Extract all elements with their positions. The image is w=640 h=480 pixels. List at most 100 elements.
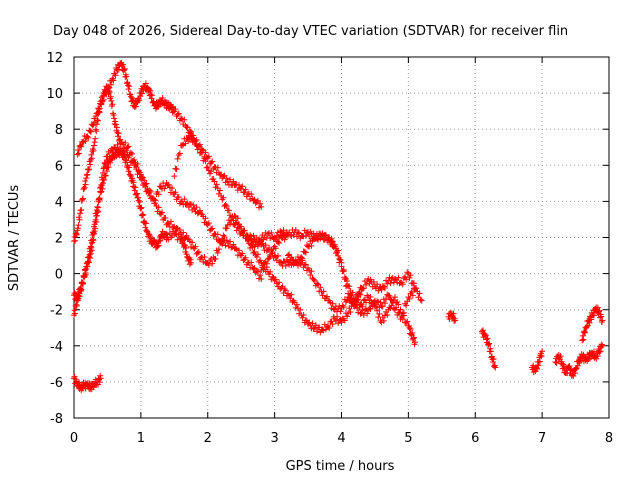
x-tick-label: 2 bbox=[204, 431, 212, 446]
data-point-fill bbox=[360, 312, 367, 319]
data-point bbox=[171, 173, 178, 180]
data-point-fill bbox=[259, 262, 266, 269]
data-point-fill bbox=[322, 326, 329, 333]
series-sat-track-5 bbox=[71, 372, 104, 394]
data-point-fill bbox=[248, 191, 255, 198]
data-point-fill bbox=[209, 158, 216, 165]
data-point-fill bbox=[334, 313, 341, 320]
data-point-fill bbox=[139, 211, 146, 218]
data-point-fill bbox=[579, 332, 586, 339]
data-point-fill bbox=[239, 250, 246, 257]
data-point-fill bbox=[223, 175, 230, 182]
data-point bbox=[87, 243, 94, 250]
data-point-fill bbox=[125, 82, 132, 89]
data-point-fill bbox=[196, 207, 203, 214]
data-point-fill bbox=[79, 279, 86, 286]
y-tick-label: 0 bbox=[55, 268, 63, 283]
data-point-fill bbox=[192, 137, 199, 144]
data-point-fill bbox=[406, 295, 413, 302]
data-point bbox=[398, 313, 405, 320]
data-point-fill bbox=[337, 256, 344, 263]
data-point-fill bbox=[71, 307, 78, 314]
data-point-fill bbox=[397, 306, 404, 313]
data-point-fill bbox=[329, 321, 336, 328]
x-tick-label: 6 bbox=[471, 431, 479, 446]
data-point-fill bbox=[121, 65, 128, 72]
data-point-fill bbox=[92, 218, 99, 225]
data-point bbox=[539, 348, 546, 355]
data-point-fill bbox=[572, 370, 579, 377]
data-point-fill bbox=[228, 217, 235, 224]
data-point-fill bbox=[72, 230, 79, 237]
data-point-fill bbox=[363, 299, 370, 306]
data-point-fill bbox=[274, 238, 281, 245]
data-point-fill bbox=[96, 379, 103, 386]
data-point bbox=[535, 359, 542, 366]
data-point-fill bbox=[93, 128, 100, 135]
data-point-fill bbox=[209, 225, 216, 232]
data-point bbox=[452, 317, 459, 324]
data-point-fill bbox=[112, 121, 119, 128]
data-point-fill bbox=[175, 110, 182, 117]
data-point-fill bbox=[254, 251, 261, 258]
data-point-fill bbox=[93, 121, 100, 128]
y-tick-label: -8 bbox=[50, 412, 63, 427]
series-sat-track-3 bbox=[71, 141, 265, 319]
data-point-fill bbox=[72, 310, 79, 317]
data-point-fill bbox=[235, 182, 242, 189]
data-point-fill bbox=[76, 216, 83, 223]
data-point-fill bbox=[290, 231, 297, 238]
data-point-fill bbox=[560, 361, 567, 368]
data-point-fill bbox=[230, 241, 237, 248]
data-point-fill bbox=[395, 301, 402, 308]
data-point-fill bbox=[206, 170, 213, 177]
data-point-fill bbox=[326, 324, 333, 331]
data-point-fill bbox=[324, 293, 331, 300]
data-point-fill bbox=[172, 189, 179, 196]
data-point-fill bbox=[123, 157, 130, 164]
data-point-fill bbox=[75, 146, 82, 153]
data-point-fill bbox=[102, 160, 109, 167]
data-point-fill bbox=[97, 372, 104, 379]
data-point-fill bbox=[450, 310, 457, 317]
data-point-fill bbox=[75, 222, 82, 229]
data-point-fill bbox=[180, 237, 187, 244]
data-point-fill bbox=[379, 303, 386, 310]
data-point-fill bbox=[369, 302, 376, 309]
data-point-fill bbox=[73, 296, 80, 303]
data-point-fill bbox=[155, 204, 162, 211]
data-point-fill bbox=[86, 253, 93, 260]
data-point-fill bbox=[81, 272, 88, 279]
data-point bbox=[251, 265, 258, 272]
data-point bbox=[412, 339, 419, 346]
data-point-fill bbox=[194, 249, 201, 256]
data-point bbox=[137, 205, 144, 212]
data-point bbox=[572, 366, 579, 373]
x-tick-label: 5 bbox=[404, 431, 412, 446]
data-point-fill bbox=[413, 285, 420, 292]
data-point-fill bbox=[487, 345, 494, 352]
data-point-fill bbox=[208, 159, 215, 166]
data-point-fill bbox=[189, 132, 196, 139]
data-point-fill bbox=[274, 252, 281, 259]
data-point bbox=[184, 124, 191, 131]
data-point-fill bbox=[344, 313, 351, 320]
data-point-fill bbox=[107, 159, 114, 166]
data-point-fill bbox=[141, 219, 148, 226]
data-point bbox=[181, 241, 188, 248]
data-point-fill bbox=[90, 147, 97, 154]
data-point-fill bbox=[142, 224, 149, 231]
series-sat-track-11 bbox=[552, 341, 606, 380]
data-point-fill bbox=[106, 89, 113, 96]
data-point-fill bbox=[99, 98, 106, 105]
data-point-fill bbox=[112, 72, 119, 79]
data-point-fill bbox=[82, 137, 89, 144]
data-point-fill bbox=[355, 296, 362, 303]
data-point-fill bbox=[253, 199, 260, 206]
data-point-fill bbox=[162, 214, 169, 221]
data-point-fill bbox=[94, 117, 101, 124]
data-point-fill bbox=[223, 225, 230, 232]
data-point-fill bbox=[536, 358, 543, 365]
data-point-fill bbox=[310, 326, 317, 333]
